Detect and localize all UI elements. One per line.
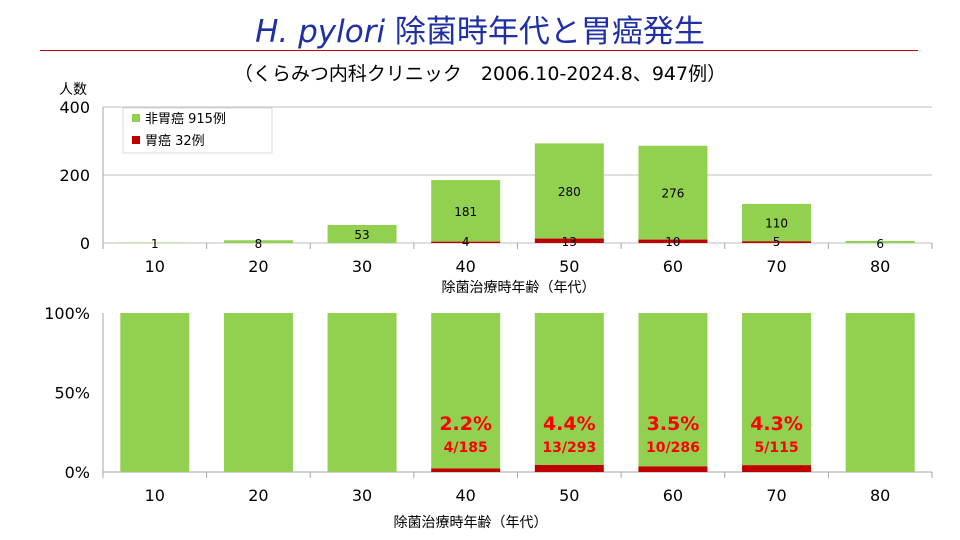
bar-cancer <box>431 241 501 243</box>
slide-title: H. pylori 除菌時年代と胃癌発生 <box>0 10 960 54</box>
data-label-non-cancer: 181 <box>454 205 477 219</box>
data-label-non-cancer: 110 <box>765 217 788 231</box>
ratio-annotation: 5/115 <box>755 440 799 456</box>
bar-non-cancer <box>638 313 708 467</box>
data-label-non-cancer: 53 <box>354 228 369 242</box>
rate-annotation: 3.5% <box>647 413 700 435</box>
x-tick-label: 10 <box>145 486 165 505</box>
bar-non-cancer <box>845 313 915 472</box>
rate-annotation: 2.2% <box>439 413 492 435</box>
x-tick-label: 40 <box>456 486 476 505</box>
x-tick-label: 80 <box>870 486 890 505</box>
legend-label-cancer: 胃癌 32例 <box>145 133 205 149</box>
bar-cancer <box>638 466 708 472</box>
bar-non-cancer <box>534 313 604 466</box>
x-tick-label: 20 <box>248 257 268 276</box>
ratio-annotation: 13/293 <box>542 440 596 456</box>
y-axis-title: 人数 <box>59 82 87 98</box>
x-tick-label: 80 <box>870 257 890 276</box>
data-label-cancer: 13 <box>562 235 577 249</box>
x-tick-label: 20 <box>248 486 268 505</box>
x-tick-label: 60 <box>663 257 683 276</box>
bar-cancer <box>431 468 501 472</box>
x-tick-label: 40 <box>456 257 476 276</box>
legend-label-non-cancer: 非胃癌 915例 <box>145 111 226 127</box>
bar-non-cancer <box>327 224 397 243</box>
count-chart: 0200400人数1108205330181440280135027610601… <box>59 82 933 296</box>
x-tick-label: 30 <box>352 486 372 505</box>
bar-non-cancer <box>742 203 812 242</box>
bar-cancer <box>534 238 604 243</box>
legend-box <box>122 107 273 154</box>
x-tick-label: 70 <box>766 257 786 276</box>
y-tick-label: 50% <box>54 384 90 403</box>
title-italic-part: H. pylori <box>255 14 386 50</box>
data-label-cancer: 10 <box>665 235 680 249</box>
bar-non-cancer <box>120 313 190 472</box>
x-axis-title: 除菌治療時年齢（年代） <box>442 279 596 296</box>
ratio-annotation: 10/286 <box>646 440 700 456</box>
bar-non-cancer <box>223 240 293 243</box>
data-label-non-cancer: 276 <box>661 187 684 201</box>
x-tick-label: 50 <box>559 486 579 505</box>
y-tick-label: 200 <box>59 166 90 185</box>
bar-cancer <box>638 239 708 243</box>
x-tick-label: 50 <box>559 257 579 276</box>
bar-non-cancer <box>431 180 501 242</box>
data-label-cancer: 5 <box>773 235 781 249</box>
bar-non-cancer <box>223 313 293 472</box>
title-rest-part: 除菌時年代と胃癌発生 <box>385 14 705 50</box>
slide-subtitle: （くらみつ内科クリニック 2006.10-2024.8、947例） <box>233 63 727 85</box>
title-divider <box>40 50 918 51</box>
rate-annotation: 4.3% <box>750 413 803 435</box>
bar-non-cancer <box>431 313 501 469</box>
bar-non-cancer <box>534 143 604 239</box>
data-label-non-cancer: 8 <box>255 237 263 251</box>
bar-cancer <box>534 465 604 472</box>
x-tick-label: 70 <box>766 486 786 505</box>
x-axis-title: 除菌治療時年齢（年代） <box>394 514 548 531</box>
y-tick-label: 400 <box>59 98 90 117</box>
legend-swatch-non-cancer <box>132 114 140 122</box>
data-label-non-cancer: 1 <box>151 237 159 251</box>
data-label-non-cancer: 280 <box>558 185 581 199</box>
y-tick-label: 0% <box>65 463 90 482</box>
data-label-non-cancer: 6 <box>876 237 884 251</box>
bar-cancer <box>742 241 812 243</box>
x-tick-label: 10 <box>145 257 165 276</box>
bar-non-cancer <box>327 313 397 472</box>
x-tick-label: 30 <box>352 257 372 276</box>
ratio-annotation: 4/185 <box>444 440 488 456</box>
y-tick-label: 0 <box>80 234 90 253</box>
y-tick-label: 100% <box>44 304 90 323</box>
bar-non-cancer <box>638 145 708 240</box>
rate-annotation: 4.4% <box>543 413 596 435</box>
legend-swatch-cancer <box>132 136 140 144</box>
bar-non-cancer <box>845 240 915 243</box>
bar-non-cancer <box>742 313 812 466</box>
data-label-cancer: 4 <box>462 235 470 249</box>
x-tick-label: 60 <box>663 486 683 505</box>
bar-cancer <box>742 465 812 472</box>
